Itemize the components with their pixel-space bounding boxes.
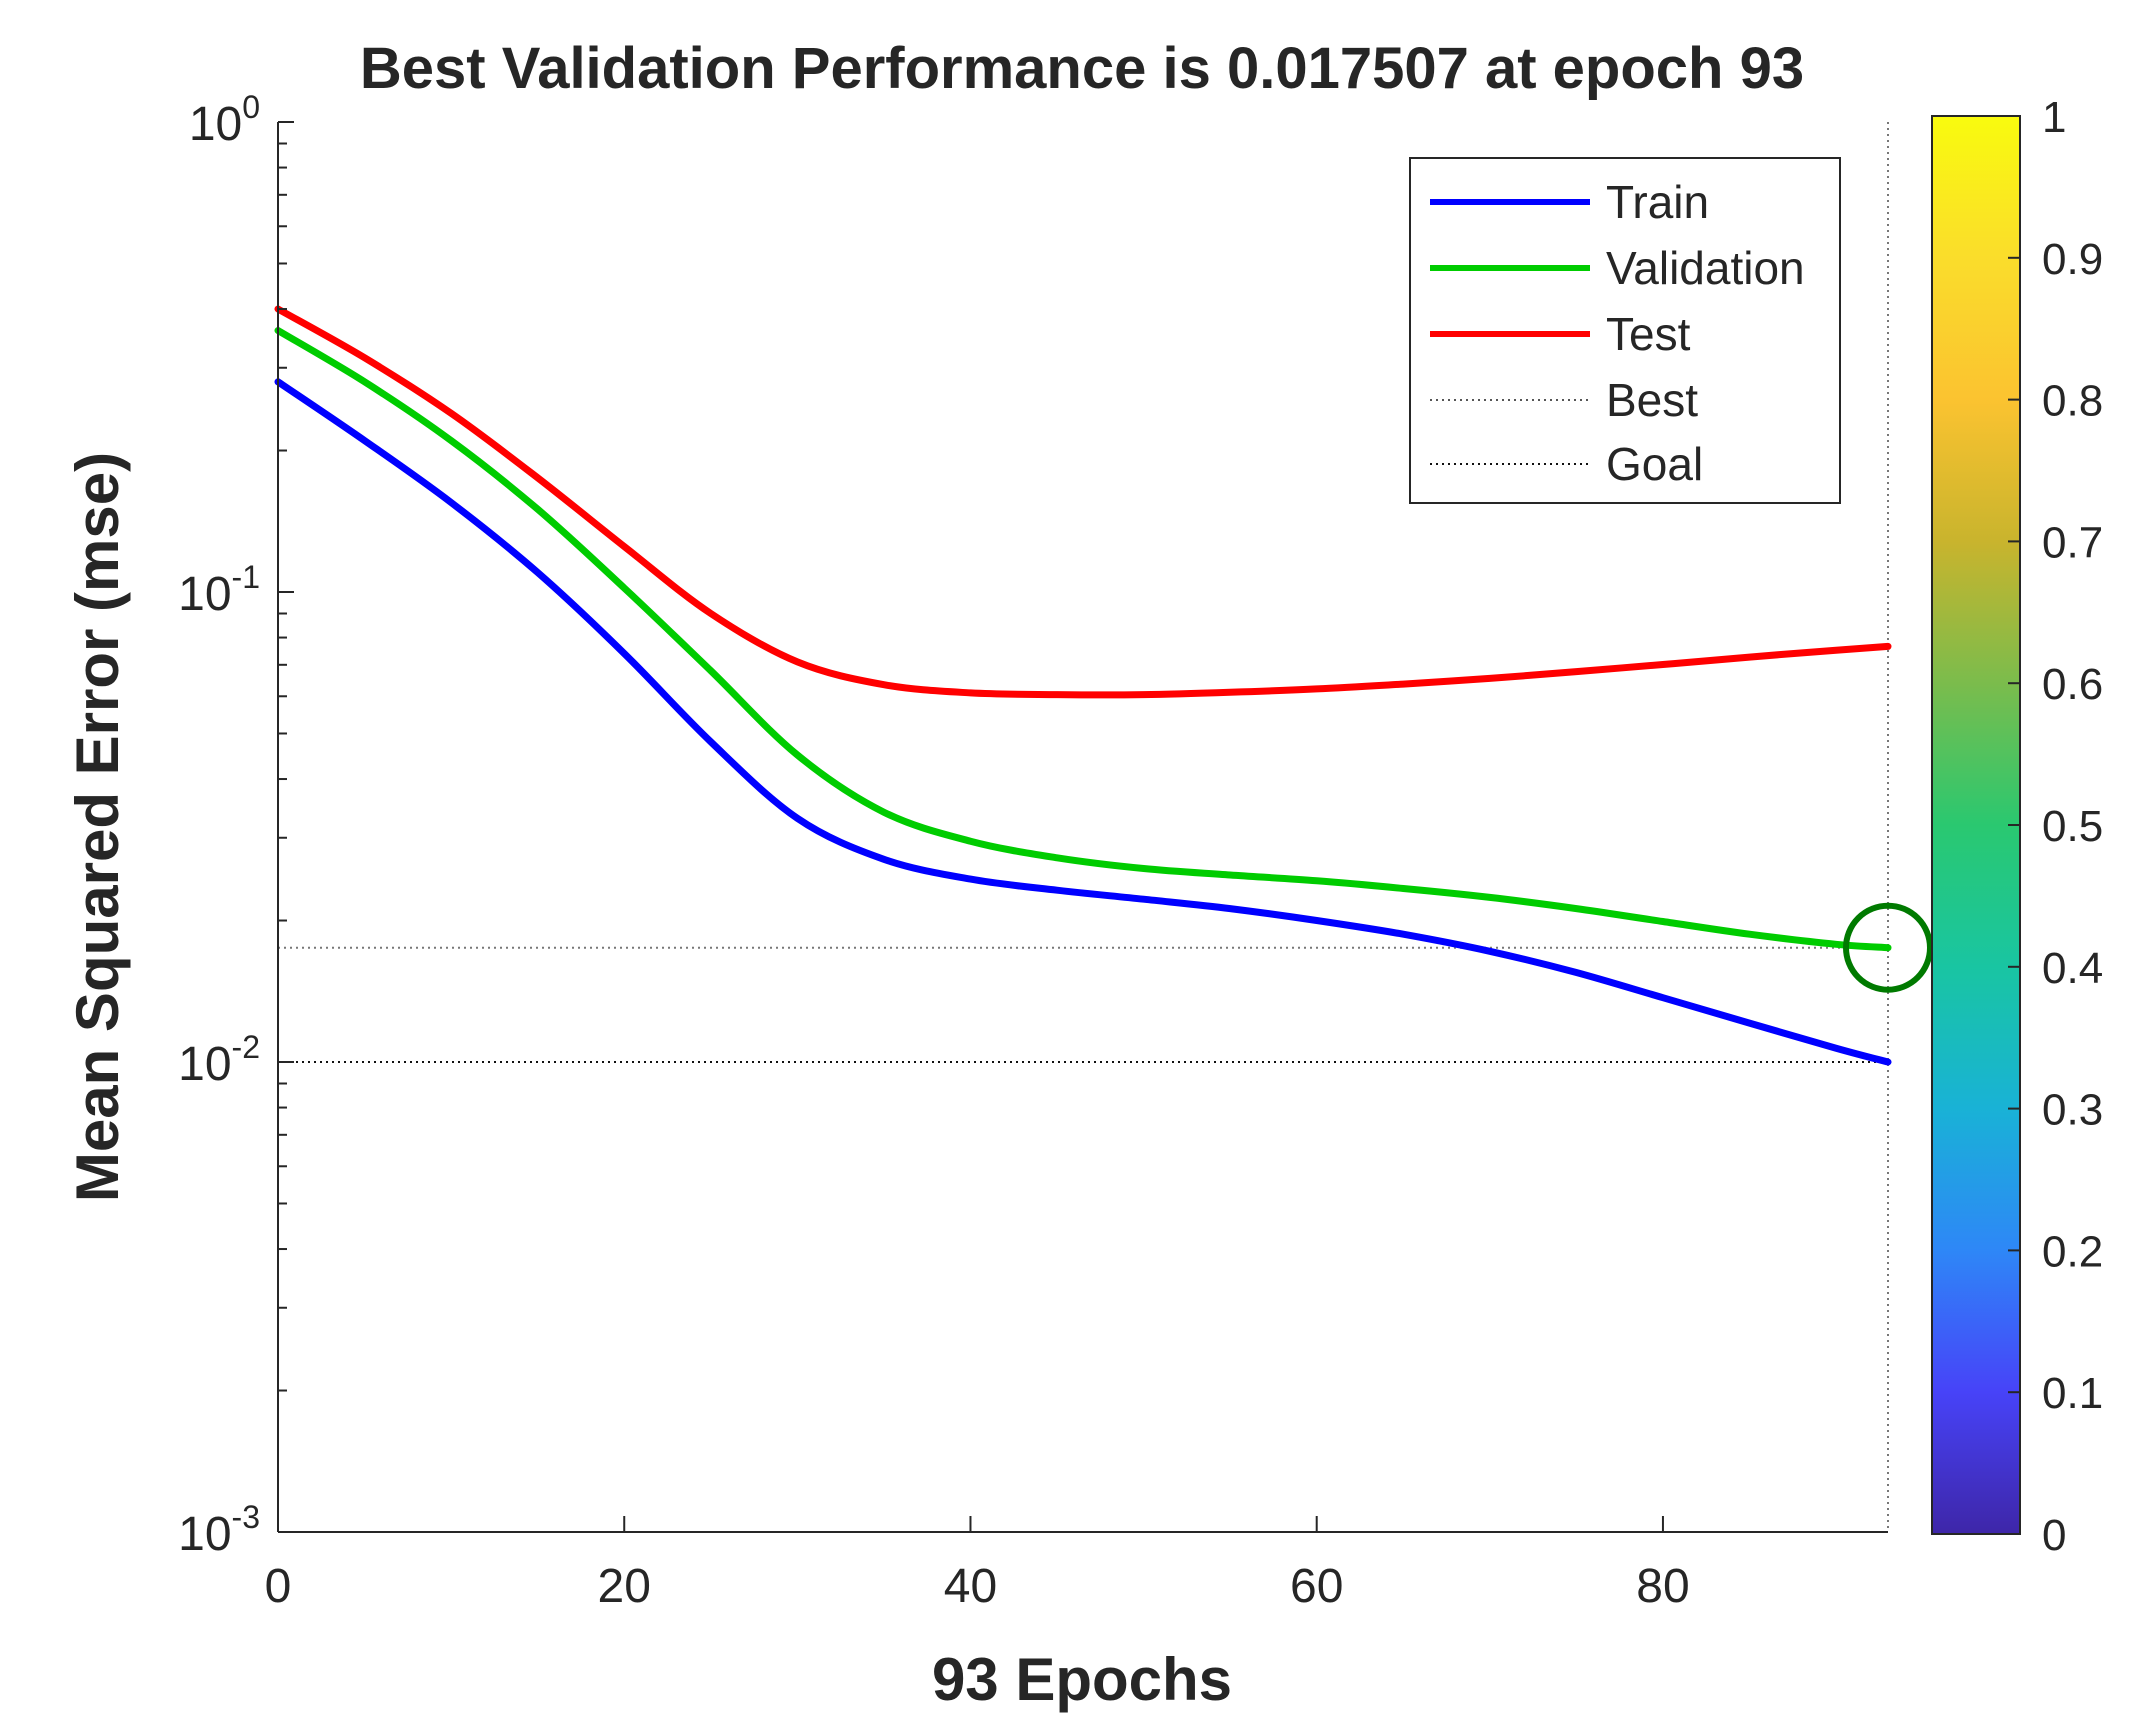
- colorbar-ticks: 0 0.1 0.2 0.3 0.4 0.5 0.6 0.7 0.8 0.9 1: [2008, 93, 2103, 1560]
- test-series-line: [274, 305, 1892, 699]
- colorbar-tick-label: 0.6: [2042, 660, 2103, 709]
- legend-test-label: Test: [1606, 308, 1691, 360]
- x-tick-label: 80: [1636, 1560, 1689, 1613]
- legend-train-label: Train: [1606, 176, 1709, 228]
- colorbar: 0 0.1 0.2 0.3 0.4 0.5 0.6 0.7 0.8 0.9 1: [1931, 93, 2103, 1560]
- legend-best-label: Best: [1606, 374, 1698, 426]
- colorbar-tick-label: 0: [2042, 1511, 2066, 1560]
- colorbar-tick-label: 0.3: [2042, 1086, 2103, 1135]
- legend-box: [1409, 157, 1841, 504]
- colorbar-gradient: [1931, 115, 2021, 1535]
- colorbar-tick-label: 1: [2042, 93, 2066, 142]
- colorbar-tick-label: 0.2: [2042, 1227, 2103, 1276]
- y-tick-label: 10-2: [178, 1029, 260, 1091]
- x-tick-label: 40: [944, 1560, 997, 1613]
- best-marker: [1843, 902, 1933, 993]
- x-tick-label: 20: [598, 1560, 651, 1613]
- colorbar-tick-label: 0.1: [2042, 1369, 2103, 1418]
- chart-title: Best Validation Performance is 0.017507 …: [360, 36, 1804, 101]
- legend-goal-label: Goal: [1606, 438, 1703, 490]
- colorbar-tick-label: 0.4: [2042, 944, 2103, 993]
- x-axis-label: 93 Epochs: [932, 1646, 1232, 1713]
- y-tick-label: 10-3: [178, 1499, 260, 1561]
- y-tick-label: 10-1: [178, 559, 260, 621]
- colorbar-tick-label: 0.8: [2042, 377, 2103, 426]
- legend-validation-label: Validation: [1606, 242, 1805, 294]
- y-tick-label: 100: [189, 89, 260, 151]
- colorbar-tick-label: 0.5: [2042, 802, 2103, 851]
- validation-series-line: [274, 327, 1892, 952]
- colorbar-tick-label: 0.7: [2042, 518, 2103, 567]
- x-tick-label: 0: [265, 1560, 292, 1613]
- x-tick-label: 60: [1290, 1560, 1343, 1613]
- train-series-line: [274, 378, 1892, 1066]
- legend: Train Validation Test Best Goal: [1409, 157, 1841, 504]
- colorbar-tick-label: 0.9: [2042, 235, 2103, 284]
- y-axis-label: Mean Squared Error (mse): [64, 452, 131, 1202]
